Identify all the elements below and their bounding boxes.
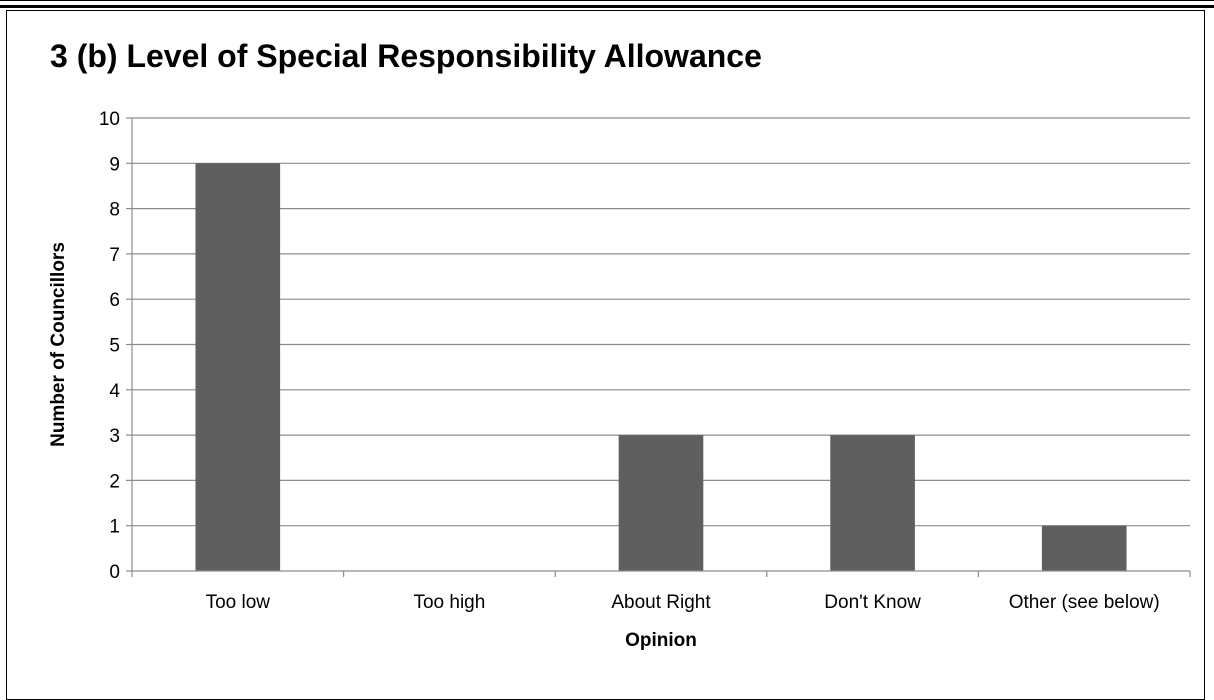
bar (195, 163, 281, 572)
chart-title: 3 (b) Level of Special Responsibility Al… (50, 38, 762, 74)
x-tick-label: Too low (206, 592, 271, 613)
y-tick-label: 4 (109, 381, 120, 402)
y-tick-label: 2 (109, 471, 120, 492)
x-tick-label: Other (see below) (1009, 592, 1160, 613)
bar (1041, 525, 1127, 571)
y-tick-label: 7 (109, 245, 120, 266)
y-tick-label: 10 (99, 109, 120, 130)
y-tick-label: 3 (109, 426, 120, 447)
page-top-rule-thin (0, 0, 1214, 1)
y-tick-label: 8 (109, 200, 120, 221)
bar-chart: 0 1 2 3 4 5 6 7 8 9 10 Too low Too high About Right D… (48, 109, 1191, 651)
bar (618, 435, 704, 571)
x-tick-label: About Right (611, 592, 711, 613)
bar (830, 435, 915, 571)
page-top-rule-thick (0, 5, 1214, 8)
axes (126, 117, 1191, 577)
y-tick-label: 9 (109, 154, 120, 175)
x-tick-label: Too high (413, 592, 485, 613)
y-tick-label: 1 (109, 517, 120, 538)
y-tick-label: 6 (109, 290, 120, 311)
y-axis-label: Number of Councillors (48, 242, 69, 447)
y-tick-label: 0 (109, 562, 120, 583)
y-tick-label: 5 (109, 336, 120, 357)
x-tick-labels: Too low Too high About Right Don't Know Othe… (206, 592, 1160, 613)
x-axis-label: Opinion (625, 630, 697, 651)
x-tick-label: Don't Know (824, 592, 921, 613)
bars (195, 163, 1127, 572)
y-tick-labels: 0 1 2 3 4 5 6 7 8 9 10 (99, 109, 121, 583)
